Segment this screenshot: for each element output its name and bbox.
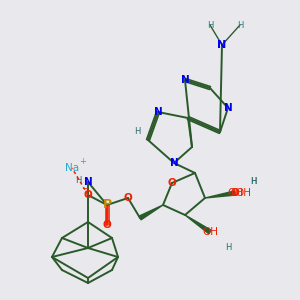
Polygon shape xyxy=(185,215,211,234)
Text: H: H xyxy=(250,178,256,187)
Text: −: − xyxy=(82,184,88,193)
Polygon shape xyxy=(139,205,163,220)
Text: Na: Na xyxy=(65,163,79,173)
Text: N: N xyxy=(224,103,232,113)
Text: N: N xyxy=(154,107,162,117)
Text: O: O xyxy=(168,178,176,188)
Text: O: O xyxy=(103,220,111,230)
Text: +: + xyxy=(79,158,86,166)
Text: H: H xyxy=(207,20,213,29)
Text: N: N xyxy=(84,177,92,187)
Text: OH: OH xyxy=(235,188,251,198)
Text: N: N xyxy=(218,40,226,50)
Text: H: H xyxy=(134,128,140,136)
Text: H: H xyxy=(75,176,82,185)
Text: H: H xyxy=(225,244,231,253)
Text: H: H xyxy=(250,178,256,187)
Text: N: N xyxy=(181,75,189,85)
Text: O: O xyxy=(231,188,239,198)
Text: OH: OH xyxy=(202,227,218,237)
Text: N: N xyxy=(169,158,178,168)
Text: OH: OH xyxy=(227,188,243,198)
Polygon shape xyxy=(205,191,235,198)
Text: O: O xyxy=(84,190,92,200)
Text: H: H xyxy=(237,20,243,29)
Text: O: O xyxy=(124,193,132,203)
Text: P: P xyxy=(102,199,112,212)
